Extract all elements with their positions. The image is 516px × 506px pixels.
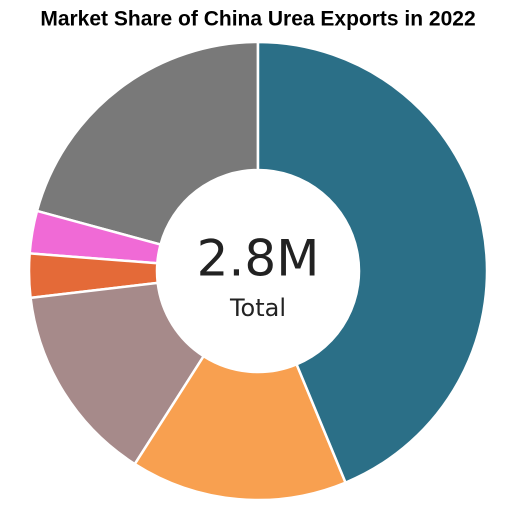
slice xyxy=(256,40,489,485)
slice xyxy=(29,281,206,466)
slice xyxy=(28,209,163,265)
total-caption: Total xyxy=(229,294,286,322)
slice xyxy=(133,354,348,502)
slice xyxy=(35,40,260,247)
chart-title: Market Share of China Urea Exports in 20… xyxy=(40,8,475,31)
total-value: 2.8M xyxy=(197,230,320,288)
slice xyxy=(27,252,160,300)
